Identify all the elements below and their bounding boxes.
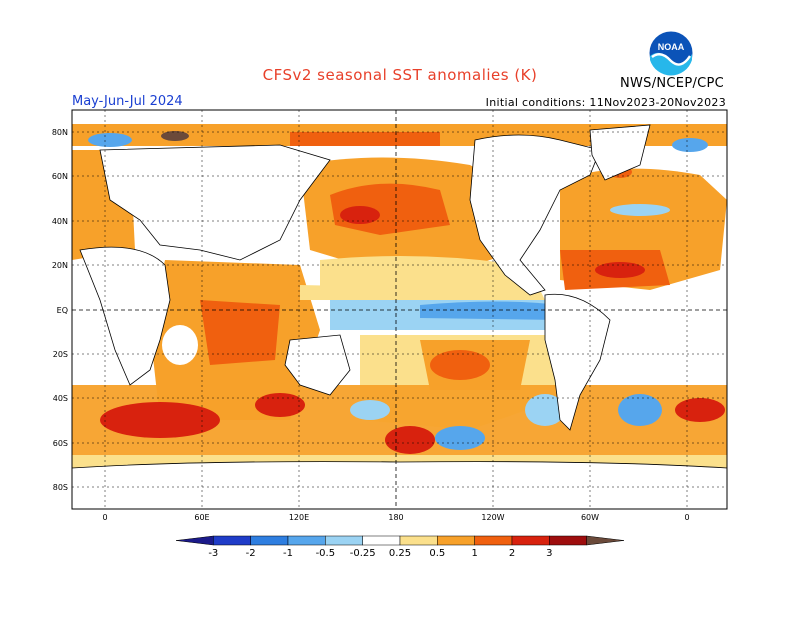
colorbar: -3 -2 -1 -0.5 -0.25 0.25 0.5 1 2 3	[175, 535, 625, 559]
logo-text: NOAA	[658, 42, 685, 52]
colorbar-segment	[213, 535, 251, 546]
colorbar-segment	[474, 535, 513, 546]
noaa-logo-icon: NOAA	[648, 30, 694, 76]
graticule	[72, 110, 727, 509]
lon-label-120w: 120W	[481, 513, 504, 522]
lon-label-0-east: 0	[684, 513, 689, 522]
colorbar-segment	[549, 535, 587, 546]
colorbar-label: 0.25	[389, 548, 411, 559]
initial-conditions: Initial conditions: 11Nov2023-20Nov2023	[485, 96, 726, 109]
colorbar-segment	[399, 535, 438, 546]
colorbar-segment	[511, 535, 550, 546]
anomaly-field	[72, 110, 727, 509]
lat-labels: 80N 60N 40N 20N EQ 20S 40S 60S 80S	[52, 128, 68, 492]
lon-labels: 0 60E 120E 180 120W 60W 0	[102, 513, 689, 522]
lat-label-80n: 80N	[52, 128, 68, 137]
lon-label-0: 0	[102, 513, 107, 522]
lat-label-60n: 60N	[52, 172, 68, 181]
colorbar-label: 1	[471, 548, 477, 559]
colorbar-segment	[175, 535, 214, 546]
lat-label-eq: EQ	[57, 306, 68, 315]
agency-label: NWS/NCEP/CPC	[620, 76, 725, 91]
colorbar-label: 0.5	[429, 548, 445, 559]
lat-label-40s: 40S	[53, 394, 68, 403]
colorbar-segment	[362, 535, 401, 546]
lon-label-60e: 60E	[194, 513, 209, 522]
colorbar-label: -2	[246, 548, 256, 559]
lon-label-180: 180	[388, 513, 403, 522]
colorbar-segment	[437, 535, 475, 546]
map-title: CFSv2 seasonal SST anomalies (K)	[262, 66, 538, 84]
lat-label-60s: 60S	[53, 439, 68, 448]
colorbar-segment	[586, 535, 625, 546]
lat-label-20s: 20S	[53, 350, 68, 359]
colorbar-label: -1	[283, 548, 293, 559]
forecast-period: May-Jun-Jul 2024	[72, 94, 183, 109]
colorbar-label: 2	[509, 548, 515, 559]
colorbar-segment	[250, 535, 289, 546]
colorbar-segment	[325, 535, 363, 546]
equator-dateline	[72, 110, 727, 509]
lon-label-60w: 60W	[581, 513, 599, 522]
lon-label-120e: 120E	[289, 513, 309, 522]
colorbar-label: 3	[546, 548, 552, 559]
colorbar-label: -0.25	[350, 548, 376, 559]
map-frame	[71, 109, 728, 510]
lat-label-40n: 40N	[52, 217, 68, 226]
colorbar-label: -3	[208, 548, 218, 559]
colorbar-label: -0.5	[316, 548, 336, 559]
colorbar-segment	[287, 535, 326, 546]
lat-label-80s: 80S	[53, 483, 68, 492]
lat-label-20n: 20N	[52, 261, 68, 270]
